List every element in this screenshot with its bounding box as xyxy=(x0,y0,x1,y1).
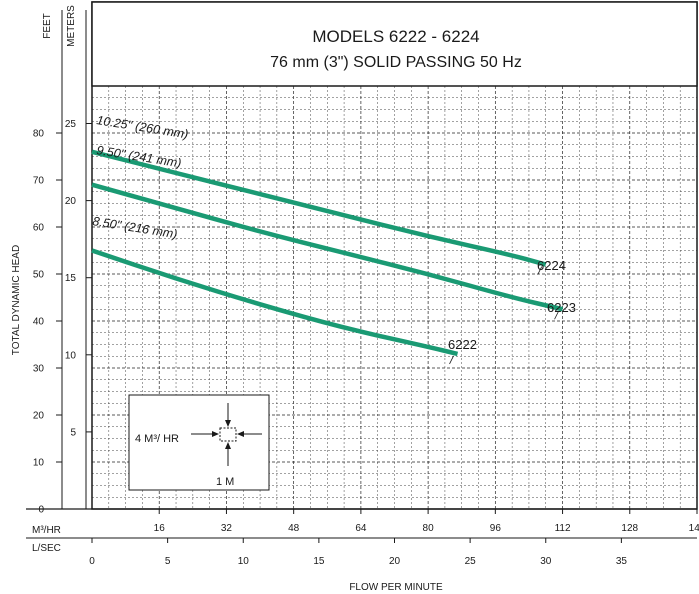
leader-6222 xyxy=(449,355,454,365)
x-unit-lsec: L/SEC xyxy=(32,543,61,554)
model-label-6222: 6222 xyxy=(448,337,477,352)
curve-6223 xyxy=(91,182,564,312)
meters-tick-label: 25 xyxy=(65,119,77,130)
scale-legend-head-label: 1 M xyxy=(216,476,234,488)
m3hr-tick-label: 80 xyxy=(423,523,435,534)
m3hr-tick-label: 144 xyxy=(689,523,699,534)
chart-subtitle: 76 mm (3") SOLID PASSING 50 Hz xyxy=(270,54,522,71)
x-axis-title: FLOW PER MINUTE xyxy=(349,582,443,593)
y-axis-title: TOTAL DYNAMIC HEAD xyxy=(11,245,22,355)
title-box: MODELS 6222 - 6224 76 mm (3") SOLID PASS… xyxy=(91,1,698,87)
y-unit-meters: METERS xyxy=(66,5,77,47)
lsec-tick-label: 35 xyxy=(616,556,628,567)
feet-tick-label: 10 xyxy=(33,458,45,469)
lsec-tick-label: 20 xyxy=(389,556,401,567)
leader-6224 xyxy=(537,266,543,275)
meters-tick-label: 10 xyxy=(65,350,77,361)
lsec-tick-label: 0 xyxy=(89,556,95,567)
y-unit-feet: FEET xyxy=(42,13,53,39)
feet-tick-label: 60 xyxy=(33,223,45,234)
feet-tick-label: 20 xyxy=(33,411,45,422)
m3hr-tick-label: 32 xyxy=(221,523,233,534)
lsec-tick-label: 30 xyxy=(540,556,552,567)
chart-title: MODELS 6222 - 6224 xyxy=(312,27,479,46)
feet-tick-label: 0 xyxy=(38,505,44,516)
model-label-6224: 6224 xyxy=(537,258,566,273)
feet-tick-label: 50 xyxy=(33,270,45,281)
model-label-6223: 6223 xyxy=(547,300,576,315)
lsec-tick-label: 25 xyxy=(465,556,477,567)
m3hr-tick-label: 96 xyxy=(490,523,502,534)
m3hr-tick-label: 64 xyxy=(355,523,367,534)
curve-6224 xyxy=(91,149,547,267)
leader-6223 xyxy=(554,311,559,320)
feet-tick-label: 30 xyxy=(33,364,45,375)
feet-tick-label: 40 xyxy=(33,317,45,328)
m3hr-tick-label: 48 xyxy=(288,523,300,534)
meters-tick-label: 5 xyxy=(70,427,76,438)
meters-tick-label: 15 xyxy=(65,273,77,284)
lsec-tick-label: 5 xyxy=(165,556,171,567)
meters-tick-label: 20 xyxy=(65,196,77,207)
feet-tick-label: 80 xyxy=(33,129,45,140)
curve-6222 xyxy=(91,248,459,357)
m3hr-tick-label: 112 xyxy=(555,523,571,534)
scale-legend: 4 M³/ HR 1 M xyxy=(128,394,270,491)
curves xyxy=(91,149,564,365)
chart-frame xyxy=(26,1,698,539)
m3hr-tick-label: 128 xyxy=(621,523,638,534)
m3hr-tick-label: 16 xyxy=(154,523,166,534)
feet-tick-label: 70 xyxy=(33,176,45,187)
scale-legend-flow-label: 4 M³/ HR xyxy=(135,433,179,445)
lsec-tick-label: 10 xyxy=(238,556,250,567)
x-unit-m3hr: M³/HR xyxy=(32,525,61,536)
lsec-tick-label: 15 xyxy=(313,556,325,567)
